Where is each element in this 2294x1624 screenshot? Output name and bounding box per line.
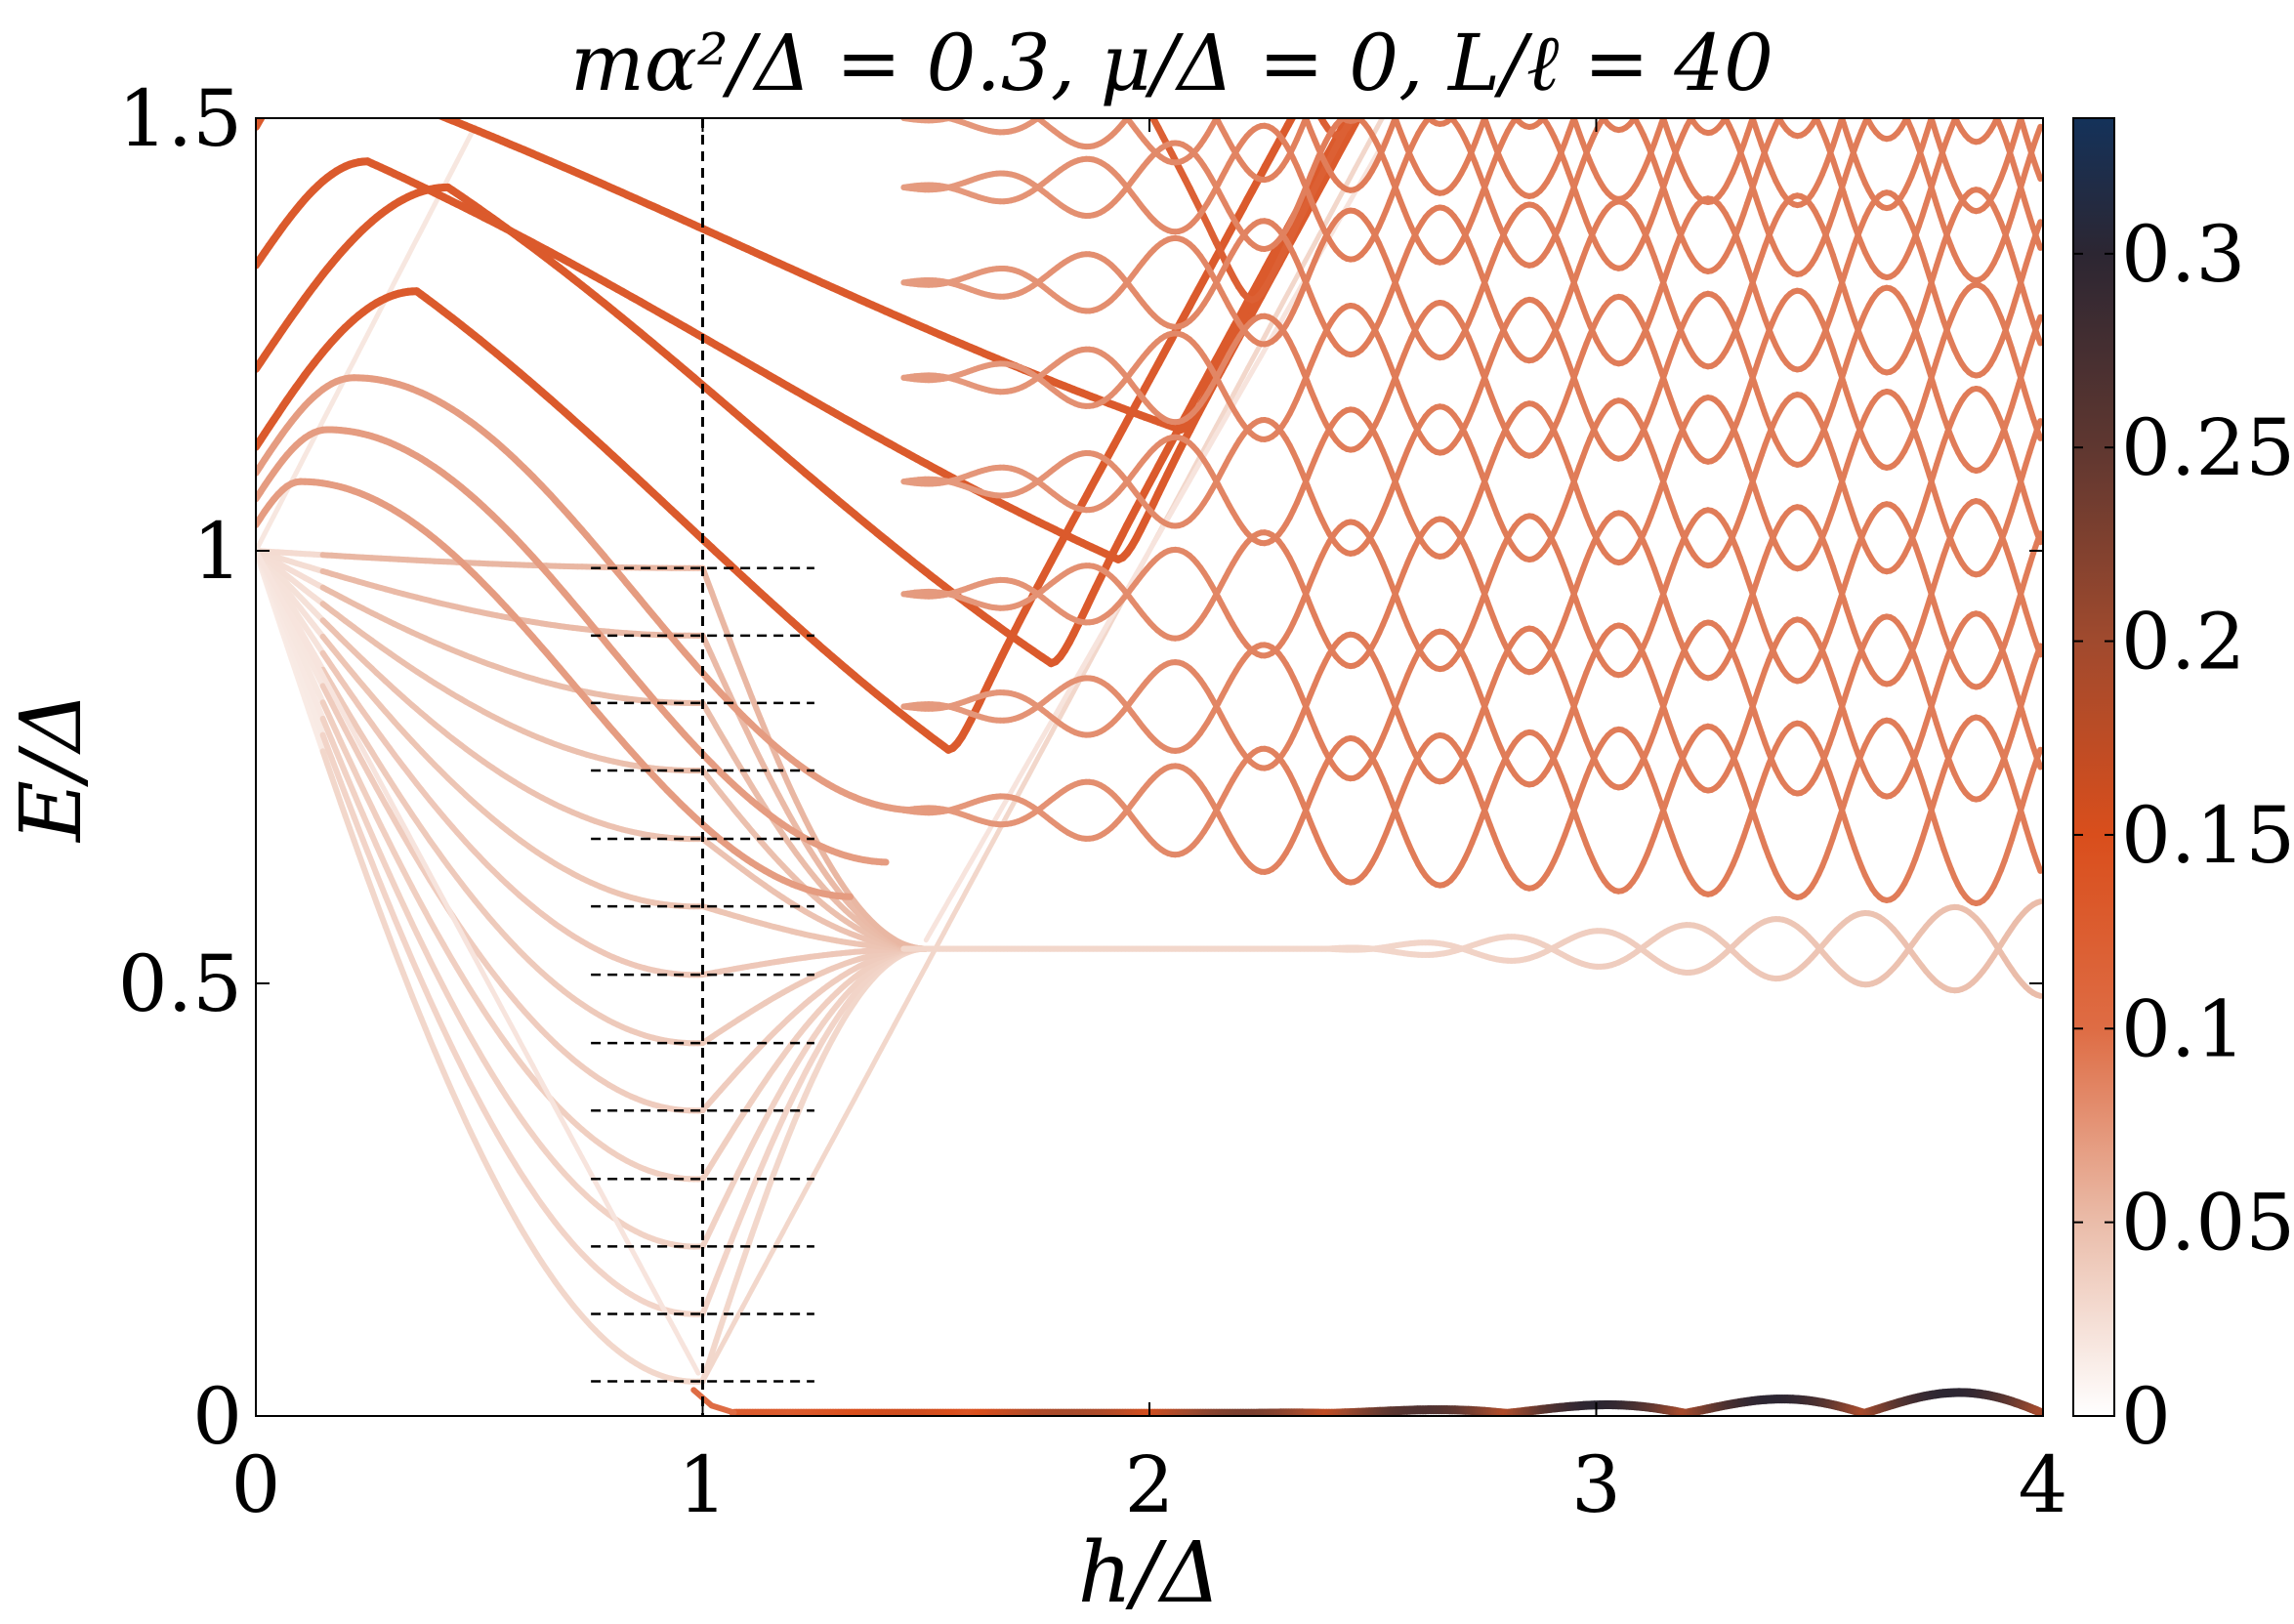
low-band-2 — [256, 548, 930, 1250]
chart-title: mα²/Δ = 0.3, μ/Δ = 0, L/ℓ = 40 — [570, 18, 1773, 108]
upper-band-3-seg — [1413, 0, 1418, 2]
oscillating-band-0-seg — [2033, 857, 2043, 874]
upper-band-3-seg — [408, 103, 413, 104]
steep-upper-line — [256, 124, 478, 554]
upper-band-3-seg — [377, 91, 382, 93]
upper-band-2-seg — [1413, 9, 1418, 17]
upper-band-3-seg — [270, 97, 274, 104]
upper-band-3-seg — [305, 66, 310, 67]
upper-band-2-seg — [1422, 0, 1427, 1]
low-band-9 — [256, 548, 930, 952]
upper-band-3-seg — [390, 96, 395, 98]
upper-band-3-seg — [301, 66, 306, 68]
upper-band-3-seg — [332, 74, 337, 76]
upper-band-3-seg — [381, 93, 386, 95]
upper-band-3-seg — [292, 71, 297, 75]
upper-v-band-0-seg — [1092, 4, 1097, 12]
diagonal-line-2 — [923, 118, 1401, 943]
upper-band-3-seg — [296, 68, 301, 71]
upper-band-inner-0 — [256, 478, 854, 900]
upper-band-3-seg — [372, 89, 377, 91]
upper-v-band-0-seg — [1413, 0, 1418, 4]
plot-area — [256, 118, 2043, 1416]
upper-v-band-0-seg — [1408, 4, 1413, 12]
upper-band-3-seg — [436, 118, 442, 119]
upper-band-inner-1 — [256, 426, 890, 866]
upper-band-3-seg — [346, 79, 351, 81]
upper-band-2-seg — [1356, 118, 1362, 120]
upper-band-3-seg — [437, 118, 447, 121]
upper-band-3-seg — [358, 84, 363, 86]
upper-band-3-seg — [341, 77, 346, 79]
upper-band-0-seg — [1288, 118, 1297, 121]
gap-closing-line — [256, 548, 701, 1376]
upper-band-1-seg — [1408, 0, 1413, 6]
upper-band-3-seg — [417, 106, 422, 108]
upper-band-1-seg — [1404, 6, 1409, 14]
upper-band-3-seg — [386, 95, 391, 97]
upper-band-3-seg — [421, 108, 426, 110]
upper-band-3-seg — [403, 102, 408, 104]
upper-band-3-seg — [430, 111, 435, 113]
upper-band-3-seg — [426, 109, 431, 111]
spectral-bands — [256, 0, 2043, 1416]
low-band-4 — [256, 548, 930, 1114]
upper-band-3-seg — [350, 81, 355, 83]
upper-band-3-seg — [318, 69, 323, 71]
upper-band-3-seg — [398, 100, 403, 102]
upper-band-3-seg — [1347, 118, 1355, 122]
upper-band-3-seg — [265, 104, 270, 111]
upper-band-3-seg — [1408, 2, 1413, 10]
upper-band-3-seg — [310, 66, 314, 68]
upper-band-3-seg — [327, 72, 332, 74]
upper-band-3-seg — [273, 90, 278, 97]
upper-band-2-seg — [1418, 1, 1423, 9]
upper-v-band-1-seg — [1408, 0, 1413, 7]
upper-band-3-seg — [395, 98, 399, 100]
upper-band-3-seg — [412, 104, 417, 106]
upper-v-band-1-seg — [1404, 7, 1409, 16]
upper-band-3-seg — [336, 76, 341, 78]
upper-v-band-1-seg — [1266, 7, 1271, 16]
gap-closing-line-seg — [690, 1362, 701, 1376]
upper-band-3-seg — [314, 68, 319, 70]
upper-band-3-seg — [282, 79, 287, 84]
upper-band-3-seg — [367, 88, 372, 90]
upper-v-band-0-seg — [1087, 0, 1092, 4]
upper-v-band-1-seg — [1261, 0, 1266, 7]
upper-band-3-seg — [323, 71, 328, 73]
upper-band-3-seg — [287, 74, 292, 79]
upper-band-3-seg — [355, 82, 359, 84]
upper-band-3-seg — [278, 84, 283, 90]
upper-band-3-seg — [363, 86, 368, 88]
